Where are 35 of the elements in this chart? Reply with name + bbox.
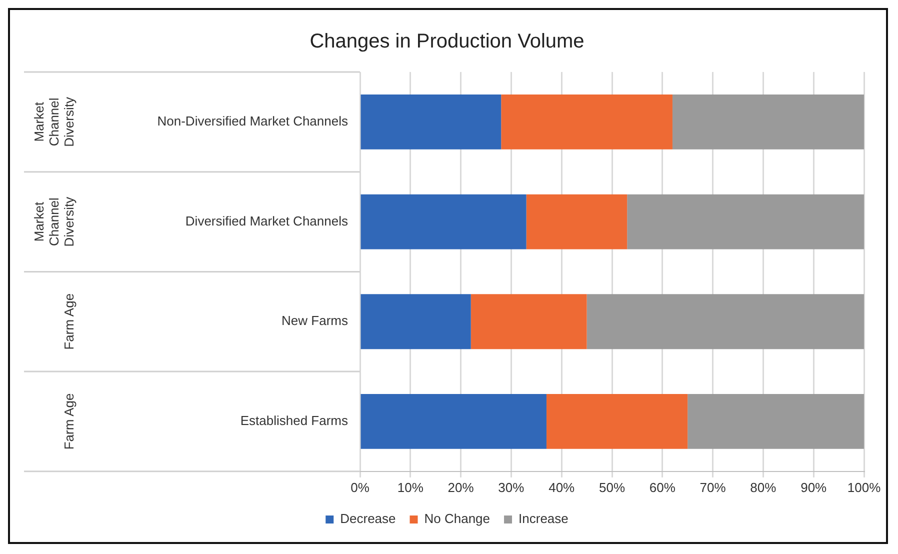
x-tick-label: 40% — [548, 480, 576, 495]
bar — [360, 194, 526, 250]
x-tick-label: 100% — [847, 480, 882, 495]
bar — [360, 294, 471, 350]
x-tick-label: 20% — [448, 480, 474, 495]
y-tick-label: Non-Diversified Market Channels — [157, 114, 348, 129]
x-tick-label: 80% — [750, 480, 777, 495]
x-tick-label: 10% — [397, 480, 424, 495]
bar — [501, 94, 672, 150]
legend-label: Decrease — [340, 511, 396, 526]
bar — [627, 194, 864, 250]
x-tick-label: 60% — [649, 480, 676, 495]
x-tick-label: 0% — [350, 480, 370, 495]
x-tick-label: 50% — [598, 480, 626, 495]
y-tick-label: Established Farms — [240, 413, 348, 428]
text: Market Channel Diversity — [32, 96, 77, 147]
x-tick-label: 70% — [700, 480, 726, 495]
text: Market Channel Diversity — [32, 196, 77, 247]
x-tick-label: 90% — [800, 480, 828, 495]
x-tick-label: 30% — [498, 480, 525, 495]
bar — [360, 394, 546, 449]
chart-title: Changes in Production Volume — [310, 30, 584, 53]
y-tick-label: New Farms — [282, 313, 348, 328]
text: Farm Age — [62, 293, 77, 350]
bar — [672, 94, 864, 150]
text: Farm Age — [62, 393, 77, 450]
bar — [688, 394, 864, 449]
bar — [526, 194, 628, 250]
bar — [586, 294, 864, 350]
legend-label: No Change — [424, 511, 490, 526]
y-tick-label: Diversified Market Channels — [185, 213, 348, 228]
bar — [360, 94, 502, 150]
legend-label: Increase — [518, 511, 568, 526]
bar — [546, 394, 688, 449]
bar — [470, 294, 587, 350]
